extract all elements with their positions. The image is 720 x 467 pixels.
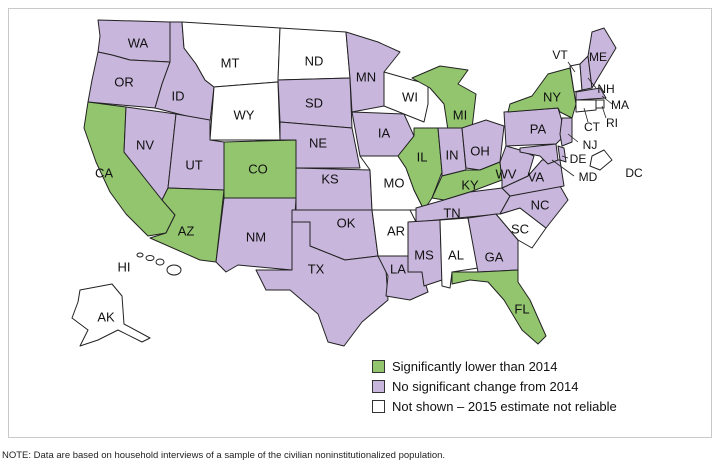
state-MA bbox=[575, 87, 607, 101]
label-NV: NV bbox=[136, 137, 154, 152]
label-AL: AL bbox=[448, 247, 464, 262]
label-IN: IN bbox=[446, 147, 459, 162]
legend: Significantly lower than 2014 No signifi… bbox=[372, 356, 617, 416]
label-ME: ME bbox=[589, 50, 607, 64]
label-RI: RI bbox=[606, 116, 618, 130]
state-FL bbox=[451, 269, 547, 345]
label-MS: MS bbox=[414, 247, 434, 262]
label-WA: WA bbox=[128, 35, 149, 50]
label-OK: OK bbox=[337, 215, 356, 230]
label-DC: DC bbox=[625, 166, 643, 180]
label-NM: NM bbox=[246, 229, 266, 244]
label-MN: MN bbox=[356, 69, 376, 84]
label-MI: MI bbox=[453, 107, 467, 122]
label-FL: FL bbox=[514, 301, 529, 316]
leader-NJ bbox=[567, 133, 579, 143]
state-MD bbox=[519, 143, 559, 165]
leader-DE bbox=[561, 155, 569, 159]
label-AR: AR bbox=[387, 223, 405, 238]
state-WI bbox=[383, 71, 429, 123]
label-ID: ID bbox=[172, 88, 185, 103]
label-KS: KS bbox=[321, 171, 339, 186]
label-PA: PA bbox=[530, 121, 547, 136]
label-LA: LA bbox=[390, 261, 406, 276]
label-VA: VA bbox=[528, 169, 545, 184]
label-TN: TN bbox=[443, 205, 460, 220]
label-MD: MD bbox=[579, 170, 598, 184]
label-MA: MA bbox=[611, 98, 629, 112]
state-NY bbox=[507, 67, 577, 119]
state-AK bbox=[71, 283, 151, 347]
leader-CT bbox=[583, 107, 589, 123]
state-GA bbox=[467, 213, 519, 273]
label-NY: NY bbox=[543, 89, 561, 104]
state-WV bbox=[499, 145, 535, 189]
label-IA: IA bbox=[378, 125, 391, 140]
label-UT: UT bbox=[185, 157, 202, 172]
label-OR: OR bbox=[114, 74, 134, 89]
state-MI bbox=[411, 65, 477, 131]
label-WY: WY bbox=[234, 107, 255, 122]
label-NC: NC bbox=[531, 197, 550, 212]
label-HI: HI bbox=[118, 259, 131, 274]
label-DE: DE bbox=[570, 152, 587, 166]
label-OH: OH bbox=[470, 143, 490, 158]
label-IL: IL bbox=[417, 149, 428, 164]
state-ME bbox=[587, 27, 617, 89]
label-NH: NH bbox=[597, 82, 614, 96]
legend-label-not-shown: Not shown – 2015 estimate not reliable bbox=[392, 398, 617, 414]
legend-item-lower: Significantly lower than 2014 bbox=[372, 356, 617, 376]
legend-swatch-no-change bbox=[372, 379, 385, 393]
legend-item-no-change: No significant change from 2014 bbox=[372, 376, 617, 396]
leader-RI bbox=[601, 105, 607, 119]
label-WI: WI bbox=[402, 89, 418, 104]
legend-item-not-shown: Not shown – 2015 estimate not reliable bbox=[372, 396, 617, 416]
label-NJ: NJ bbox=[583, 138, 598, 152]
leader-VT bbox=[567, 61, 576, 73]
label-TX: TX bbox=[308, 261, 325, 276]
state-RI bbox=[595, 99, 605, 109]
label-CA: CA bbox=[95, 165, 113, 180]
leader-NH bbox=[587, 77, 597, 89]
label-CT: CT bbox=[584, 120, 601, 134]
state-TX bbox=[255, 221, 389, 347]
label-ND: ND bbox=[305, 53, 324, 68]
label-CO: CO bbox=[248, 161, 268, 176]
state-DE bbox=[557, 145, 567, 163]
label-AZ: AZ bbox=[178, 223, 195, 238]
legend-label-no-change: No significant change from 2014 bbox=[392, 378, 579, 394]
label-SC: SC bbox=[511, 221, 529, 236]
state-HI bbox=[136, 252, 182, 276]
label-VT: VT bbox=[552, 48, 568, 62]
label-GA: GA bbox=[485, 249, 504, 264]
label-KY: KY bbox=[461, 177, 479, 192]
leader-MA bbox=[601, 95, 613, 105]
state-NJ bbox=[559, 117, 573, 147]
legend-swatch-not-shown bbox=[372, 399, 385, 413]
state-DC bbox=[589, 149, 613, 171]
label-WV: WV bbox=[496, 166, 517, 181]
footnote: NOTE: Data are based on household interv… bbox=[2, 450, 446, 461]
label-NE: NE bbox=[309, 135, 327, 150]
label-MT: MT bbox=[221, 55, 240, 70]
state-CT bbox=[575, 99, 597, 113]
us-state-map: WA OR CA ID NV MT WY UT AZ CO NM ND SD N… bbox=[71, 19, 643, 347]
state-AZ bbox=[149, 187, 225, 263]
label-AK: AK bbox=[97, 309, 115, 324]
legend-swatch-lower bbox=[372, 359, 385, 373]
label-SD: SD bbox=[305, 95, 323, 110]
label-MO: MO bbox=[384, 175, 405, 190]
legend-label-lower: Significantly lower than 2014 bbox=[392, 358, 558, 374]
leader-MD bbox=[551, 159, 575, 177]
